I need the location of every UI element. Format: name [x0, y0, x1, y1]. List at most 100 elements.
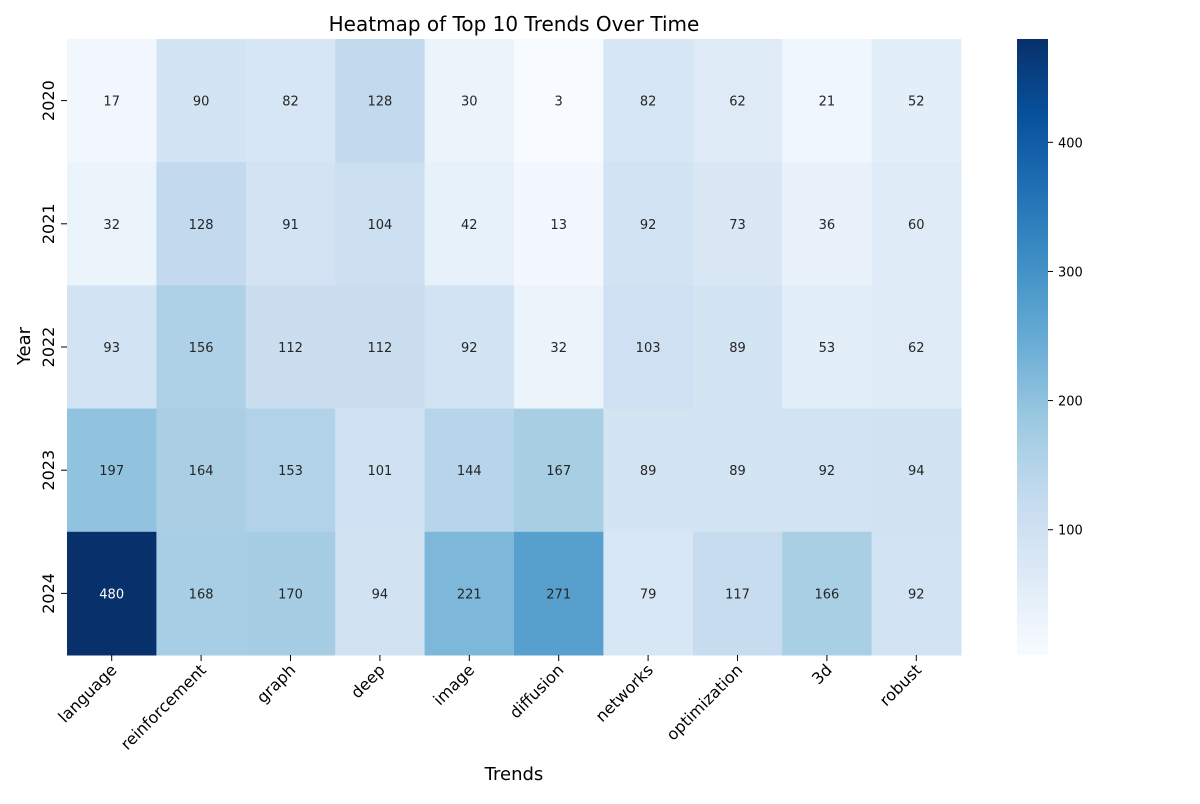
cell-value-label: 117: [725, 587, 750, 602]
cell-value-labels: 17 90 82 128 30 3 82 62 21 52 32 128 91 104 42 13 92 73 36…: [99, 95, 924, 603]
cell-value-label: 156: [189, 341, 214, 356]
cell-value-label: 93: [103, 341, 120, 356]
x-tick-label-deep: deep: [347, 660, 389, 702]
x-tick-label-robust: robust: [876, 660, 925, 709]
cell-value-label: 94: [372, 587, 389, 602]
cell-value-label: 91: [282, 218, 299, 233]
y-tick-label-2020: 2020: [39, 80, 58, 121]
heatmap-cell-2023-3d: [782, 408, 873, 533]
heatmap-cell-2023-reinforcement: [156, 408, 247, 533]
heatmap-cell-2021-language: [67, 162, 157, 286]
cell-value-label: 197: [99, 464, 124, 479]
heatmap-cell-2023-deep: [335, 408, 426, 533]
cell-value-label: 480: [99, 587, 124, 602]
heatmap-cell-2021-3d: [782, 162, 873, 286]
cell-value-label: 89: [729, 341, 746, 356]
heatmap-cell-2021-deep: [335, 162, 426, 286]
x-tick-label-language: language: [54, 660, 120, 726]
cell-value-label: 153: [278, 464, 303, 479]
cell-value-label: 92: [819, 464, 836, 479]
cell-value-label: 92: [461, 341, 478, 356]
x-tick-label-graph: graph: [253, 660, 300, 707]
heatmap-cell-2024-diffusion: [514, 531, 604, 656]
heatmap-cell-2024-graph: [245, 531, 336, 656]
cell-value-label: 271: [546, 587, 571, 602]
heatmap-cell-2021-networks: [603, 162, 694, 286]
colorbar-tick-label-300: 300: [1058, 265, 1083, 280]
cell-value-label: 128: [367, 95, 392, 110]
heatmap-cell-2021-robust: [871, 162, 962, 286]
x-tick-label-image: image: [429, 660, 478, 709]
heatmap-cell-2020-deep: [335, 39, 426, 163]
cell-value-label: 90: [193, 95, 210, 110]
cell-value-label: 170: [278, 587, 303, 602]
colorbar-tick-label-100: 100: [1058, 524, 1083, 539]
cell-value-label: 94: [908, 464, 925, 479]
heatmap-cell-2022-networks: [603, 285, 694, 410]
heatmap-cell-2024-language: [67, 531, 157, 656]
y-tick-label-2021: 2021: [39, 203, 58, 244]
chart-title: Heatmap of Top 10 Trends Over Time: [329, 12, 700, 36]
heatmap-cell-2024-3d: [782, 531, 873, 656]
heatmap-cell-2024-networks: [603, 531, 694, 656]
colorbar-tick-label-200: 200: [1058, 395, 1083, 410]
heatmap-cell-2020-networks: [603, 39, 694, 163]
heatmap-cell-2022-deep: [335, 285, 426, 410]
cell-value-label: 104: [367, 218, 392, 233]
cell-value-label: 168: [189, 587, 214, 602]
cell-value-label: 62: [729, 95, 746, 110]
heatmap-cell-2024-robust: [871, 531, 962, 656]
cell-value-label: 89: [729, 464, 746, 479]
heatmap-cell-2020-optimization: [692, 39, 783, 163]
cell-value-label: 101: [367, 464, 392, 479]
cell-value-label: 79: [640, 587, 657, 602]
cell-value-label: 73: [729, 218, 746, 233]
heatmap-cell-2021-reinforcement: [156, 162, 247, 286]
heatmap-cell-2020-3d: [782, 39, 873, 163]
heatmap-cell-2024-reinforcement: [156, 531, 247, 656]
heatmap-cell-2024-deep: [335, 531, 426, 656]
heatmap-cell-2021-image: [424, 162, 515, 286]
heatmap-cell-2022-diffusion: [514, 285, 604, 410]
cell-value-label: 36: [819, 218, 836, 233]
cell-value-label: 42: [461, 218, 478, 233]
heatmap-cell-2020-graph: [245, 39, 336, 163]
cell-value-label: 32: [103, 218, 120, 233]
heatmap-cell-2020-language: [67, 39, 157, 163]
heatmap-cell-2023-image: [424, 408, 515, 533]
cell-value-label: 166: [814, 587, 839, 602]
cell-value-label: 167: [546, 464, 571, 479]
cell-value-label: 112: [278, 341, 303, 356]
x-tick-label-3d: 3d: [808, 660, 836, 688]
heatmap-cell-2023-optimization: [692, 408, 783, 533]
heatmap-cell-2021-graph: [245, 162, 336, 286]
y-axis: 2020 2021 2022 2023 2024: [39, 80, 67, 614]
heatmap-cell-2023-graph: [245, 408, 336, 533]
heatmap-cell-2023-language: [67, 408, 157, 533]
cell-value-label: 92: [640, 218, 657, 233]
heatmap-cell-2023-networks: [603, 408, 694, 533]
heatmap-cell-2020-diffusion: [514, 39, 604, 163]
cell-value-label: 52: [908, 95, 925, 110]
heatmap-cell-2022-language: [67, 285, 157, 410]
heatmap-cell-2022-graph: [245, 285, 336, 410]
cell-value-label: 17: [103, 95, 120, 110]
cell-value-label: 53: [819, 341, 836, 356]
cell-value-label: 21: [819, 95, 836, 110]
cell-value-label: 62: [908, 341, 925, 356]
heatmap-cell-2021-optimization: [692, 162, 783, 286]
y-tick-label-2022: 2022: [39, 327, 58, 368]
cell-value-label: 60: [908, 218, 925, 233]
heatmap-cells: [67, 39, 962, 656]
cell-value-label: 112: [367, 341, 392, 356]
cell-value-label: 32: [550, 341, 567, 356]
cell-value-label: 128: [189, 218, 214, 233]
y-axis-label: Year: [14, 326, 35, 366]
x-tick-label-optimization: optimization: [663, 660, 747, 744]
heatmap-cell-2022-reinforcement: [156, 285, 247, 410]
heatmap-cell-2020-image: [424, 39, 515, 163]
heatmap-cell-2024-optimization: [692, 531, 783, 656]
